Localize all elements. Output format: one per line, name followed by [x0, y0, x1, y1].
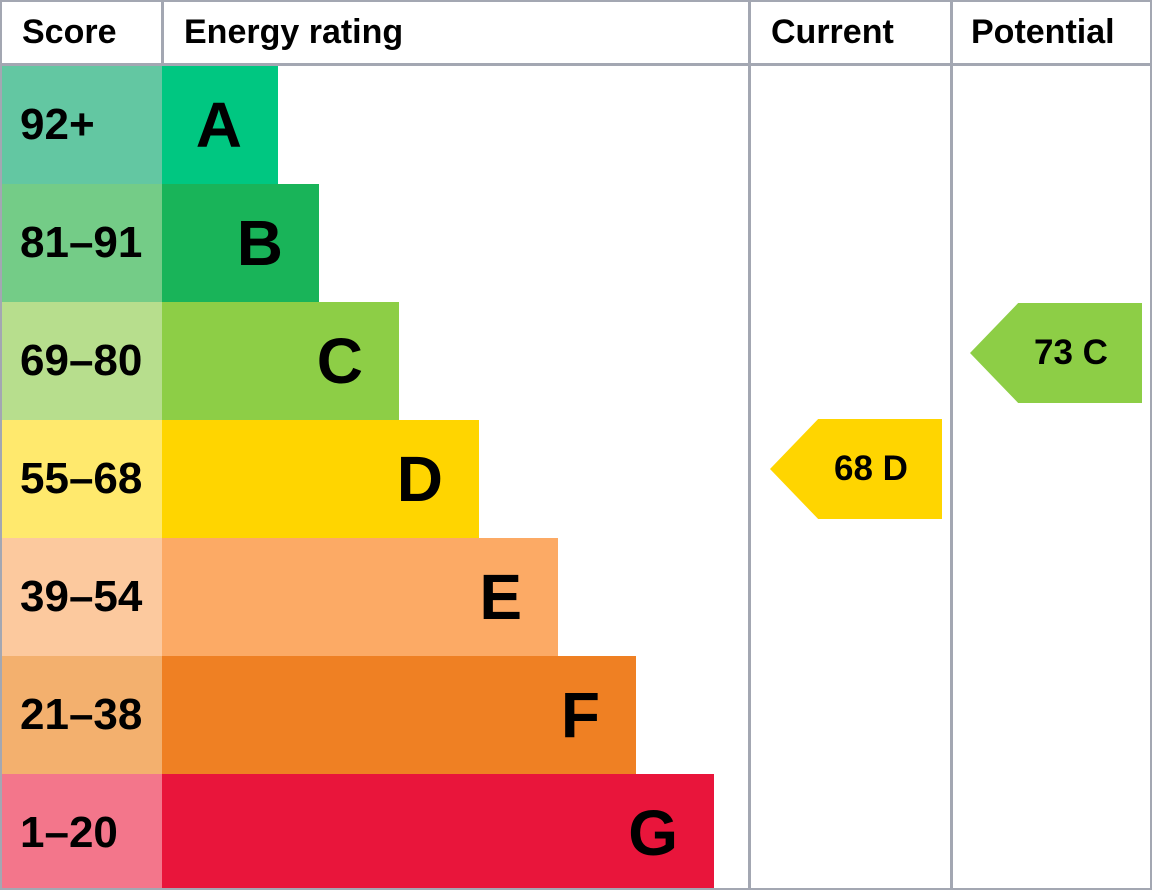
- score-range-f: 21–38: [2, 656, 162, 774]
- band-row-c: 69–80 C: [2, 302, 748, 420]
- score-range-c: 69–80: [2, 302, 162, 420]
- band-row-e: 39–54 E: [2, 538, 748, 656]
- band-row-a: 92+ A: [2, 66, 748, 184]
- band-row-b: 81–91 B: [2, 184, 748, 302]
- score-range-b: 81–91: [2, 184, 162, 302]
- band-letter-c: C: [316, 325, 363, 397]
- band-bar-g: G: [162, 774, 714, 888]
- band-row-d: 55–68 D: [2, 420, 748, 538]
- band-row-g: 1–20 G: [2, 774, 748, 888]
- band-bar-c: C: [162, 302, 399, 420]
- band-letter-f: F: [560, 679, 600, 751]
- column-header-score: Score: [22, 13, 117, 51]
- column-header-potential: Potential: [971, 13, 1115, 51]
- band-bar-f: F: [162, 656, 636, 774]
- potential-rating-arrow: 73 C: [970, 303, 1142, 403]
- band-bar-e: E: [162, 538, 558, 656]
- score-range-g: 1–20: [2, 774, 162, 888]
- current-column-divider: [748, 2, 751, 888]
- band-letter-d: D: [396, 443, 443, 515]
- current-rating-label: 68 D: [834, 449, 908, 488]
- band-bar-b: B: [162, 184, 319, 302]
- potential-rating-label: 73 C: [1034, 333, 1108, 372]
- header-underline: [2, 63, 1150, 66]
- band-letter-g: G: [628, 797, 678, 869]
- current-rating-arrow: 68 D: [770, 419, 942, 519]
- potential-column-divider: [950, 2, 953, 888]
- band-letter-b: B: [236, 207, 283, 279]
- score-column-divider: [161, 2, 164, 63]
- score-range-e: 39–54: [2, 538, 162, 656]
- score-range-a: 92+: [2, 66, 162, 184]
- column-header-current: Current: [771, 13, 894, 51]
- band-row-f: 21–38 F: [2, 656, 748, 774]
- band-bar-a: A: [162, 66, 278, 184]
- column-header-energy-rating: Energy rating: [184, 13, 404, 51]
- band-letter-a: A: [195, 89, 242, 161]
- band-bar-d: D: [162, 420, 479, 538]
- band-letter-e: E: [479, 561, 522, 633]
- score-range-d: 55–68: [2, 420, 162, 538]
